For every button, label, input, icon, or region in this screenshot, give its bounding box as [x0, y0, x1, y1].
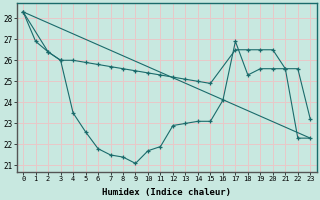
X-axis label: Humidex (Indice chaleur): Humidex (Indice chaleur)	[102, 188, 231, 197]
